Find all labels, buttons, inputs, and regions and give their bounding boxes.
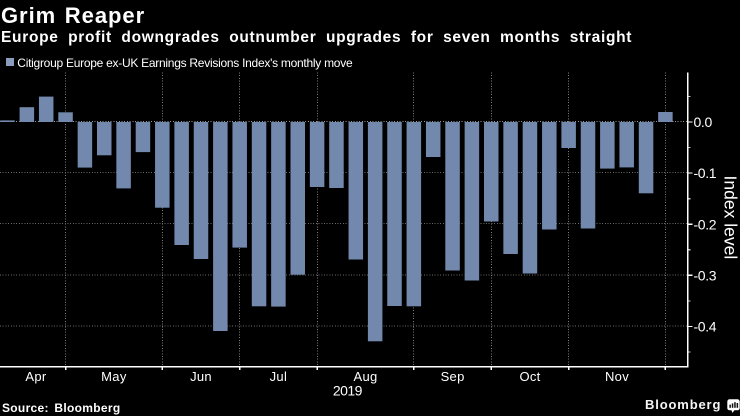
svg-text:Apr: Apr: [25, 369, 47, 384]
svg-text:May: May: [101, 369, 127, 384]
svg-text:-0.1: -0.1: [694, 165, 717, 181]
svg-text:Nov: Nov: [605, 369, 629, 384]
svg-text:Index level: Index level: [720, 176, 740, 260]
svg-text:-0.3: -0.3: [694, 267, 717, 283]
svg-text:Jul: Jul: [270, 369, 288, 384]
svg-text:-0.2: -0.2: [694, 216, 717, 232]
svg-text:Aug: Aug: [353, 369, 377, 384]
svg-text:Oct: Oct: [519, 369, 540, 384]
svg-text:0.0: 0.0: [694, 114, 713, 130]
svg-text:-0.4: -0.4: [694, 319, 717, 335]
svg-text:2019: 2019: [333, 383, 363, 399]
svg-text:Sep: Sep: [441, 369, 465, 384]
svg-text:Jun: Jun: [190, 369, 212, 384]
